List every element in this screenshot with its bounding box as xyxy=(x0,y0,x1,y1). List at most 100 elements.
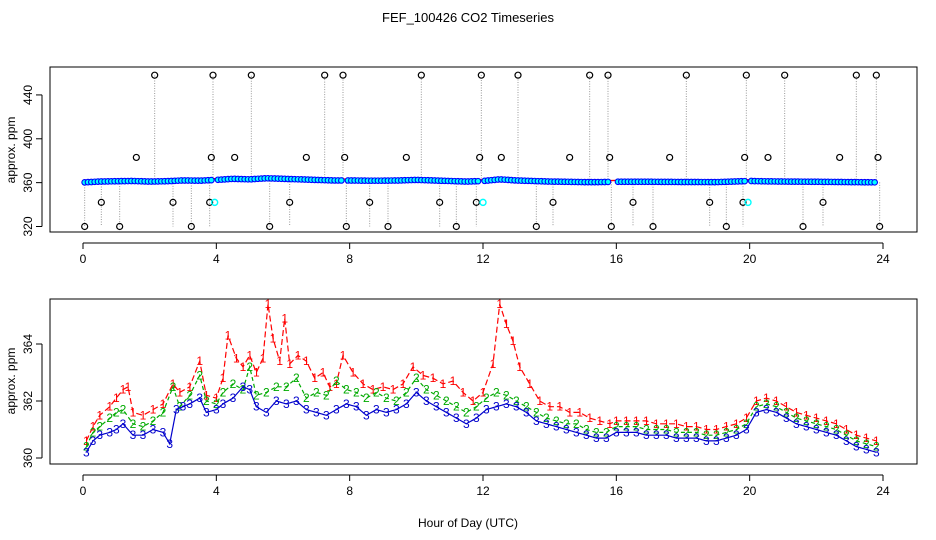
series-3-point: 3 xyxy=(693,431,700,445)
series-1-point: 1 xyxy=(430,371,437,385)
series-3-point: 3 xyxy=(623,425,630,439)
series-3-point: 3 xyxy=(120,417,127,431)
bottom-plot-frame xyxy=(49,298,918,465)
series-3-point: 3 xyxy=(240,380,247,394)
series-3-point: 3 xyxy=(643,428,650,442)
series-2-point: 2 xyxy=(803,414,810,428)
series-3-point: 3 xyxy=(583,428,590,442)
mid-spike-point xyxy=(764,153,772,162)
y-tick-label: 400 xyxy=(21,128,35,148)
baseline-point xyxy=(604,178,612,186)
series-1-point: 1 xyxy=(340,348,347,362)
series-1-point: 1 xyxy=(265,297,272,311)
low-drop-point xyxy=(629,198,637,206)
low-drop-point xyxy=(116,222,124,231)
series-3-point: 3 xyxy=(106,425,113,439)
series-2-point: 2 xyxy=(813,417,820,431)
series-1-point: 1 xyxy=(333,377,340,391)
series-1-point: 1 xyxy=(606,417,613,431)
high-spike-point xyxy=(151,71,159,79)
series-1-point: 1 xyxy=(633,414,640,428)
low-drop-point xyxy=(722,222,730,231)
series-2-point: 2 xyxy=(83,440,90,454)
series-3-point: 3 xyxy=(253,400,260,414)
series-3-point: 3 xyxy=(173,403,180,417)
series-1-point: 1 xyxy=(823,414,830,428)
series-3-point: 3 xyxy=(96,428,103,442)
series-2-point: 2 xyxy=(433,388,440,402)
series-2-point: 2 xyxy=(120,403,127,417)
series-1-point: 1 xyxy=(673,417,680,431)
series-1-point: 1 xyxy=(150,403,157,417)
series-3-point: 3 xyxy=(383,405,390,419)
series-1-point: 1 xyxy=(220,371,227,385)
series-3-point: 3 xyxy=(90,434,97,448)
high-spike-point xyxy=(852,71,860,79)
low-drop-point xyxy=(819,198,827,206)
low-drop-point xyxy=(799,222,807,231)
series-2-point: 2 xyxy=(663,423,670,437)
low-drop-point xyxy=(169,198,177,206)
series-3-point: 3 xyxy=(663,428,670,442)
series-2-point: 2 xyxy=(170,380,177,394)
series-3-point: 3 xyxy=(783,411,790,425)
series-1-point: 1 xyxy=(490,357,497,371)
series-1-point: 1 xyxy=(516,360,523,374)
series-2-point: 2 xyxy=(753,400,760,414)
series-2-point: 2 xyxy=(703,428,710,442)
series-2-point: 2 xyxy=(453,400,460,414)
series-2-point: 2 xyxy=(273,380,280,394)
series-3-point: 3 xyxy=(683,431,690,445)
series-3-point: 3 xyxy=(150,423,157,437)
series-1-point: 1 xyxy=(713,423,720,437)
series-2-point: 2 xyxy=(246,360,253,374)
series-3-point: 3 xyxy=(723,431,730,445)
series-1-point: 1 xyxy=(113,391,120,405)
series-1-point: 1 xyxy=(663,417,670,431)
series-3-point: 3 xyxy=(393,403,400,417)
series-3-point: 3 xyxy=(843,434,850,448)
series-2-point: 2 xyxy=(673,425,680,439)
series-2-point: 2 xyxy=(130,417,137,431)
series-1-point: 1 xyxy=(390,383,397,397)
high-spike-point xyxy=(339,71,347,79)
mid-spike-point xyxy=(476,153,484,162)
figure-title: FEF_100426 CO2 Timeseries xyxy=(382,10,554,25)
series-1-point: 1 xyxy=(470,394,477,408)
low-drop-point xyxy=(876,222,884,231)
series-1-point: 1 xyxy=(853,428,860,442)
series-3-point: 3 xyxy=(573,425,580,439)
series-2-point: 2 xyxy=(783,405,790,419)
mid-spike-point xyxy=(132,153,140,162)
mid-spike-point xyxy=(497,153,505,162)
series-2-point: 2 xyxy=(293,371,300,385)
series-2-point: 2 xyxy=(353,385,360,399)
series-3-point: 3 xyxy=(703,434,710,448)
series-1-point: 1 xyxy=(320,366,327,380)
series-1-point: 1 xyxy=(410,360,417,374)
mid-spike-point xyxy=(566,153,574,162)
mid-spike-point xyxy=(836,153,844,162)
series-2-point: 2 xyxy=(383,391,390,405)
mid-spike-point xyxy=(666,153,674,162)
series-1-point: 1 xyxy=(326,380,333,394)
series-1-point: 1 xyxy=(311,371,318,385)
high-spike-point xyxy=(209,71,217,79)
series-3-point: 3 xyxy=(130,428,137,442)
series-3-point: 3 xyxy=(813,423,820,437)
high-spike-point xyxy=(247,71,255,79)
series-2-point: 2 xyxy=(723,425,730,439)
series-3-point: 3 xyxy=(213,403,220,417)
series-2-point: 2 xyxy=(743,417,750,431)
baseline-point xyxy=(207,176,215,184)
low-drop-point xyxy=(206,198,214,206)
series-1-point: 1 xyxy=(350,366,357,380)
high-spike-point xyxy=(477,71,485,79)
mid-spike-point xyxy=(606,153,614,162)
series-3-point: 3 xyxy=(603,431,610,445)
series-1-point: 1 xyxy=(203,388,210,402)
series-1-point: 1 xyxy=(643,414,650,428)
series-3-point: 3 xyxy=(220,397,227,411)
